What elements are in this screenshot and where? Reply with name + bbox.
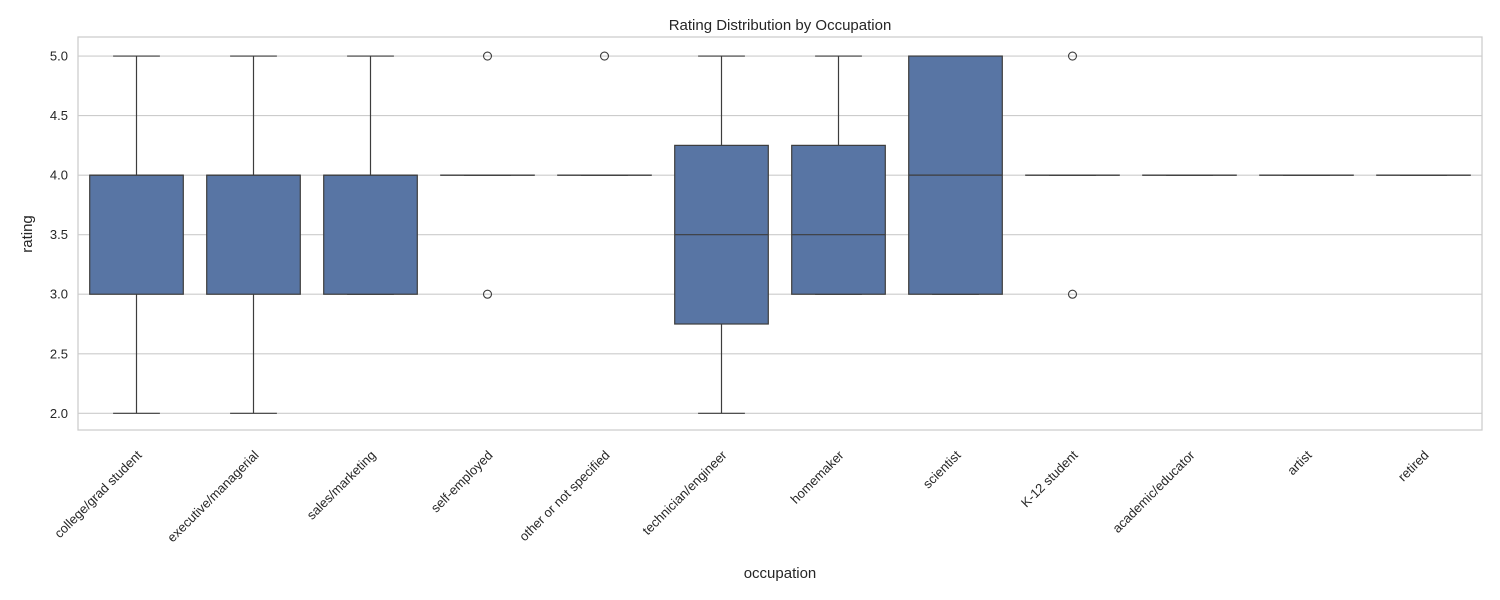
outlier-point bbox=[1067, 51, 1078, 61]
y-tick-label: 3.0 bbox=[50, 287, 68, 302]
box-group bbox=[323, 55, 418, 295]
y-tick-label: 5.0 bbox=[50, 49, 68, 64]
x-tick-label: homemaker bbox=[787, 447, 847, 507]
iqr-box bbox=[89, 174, 184, 295]
outlier-point bbox=[1067, 289, 1078, 299]
x-tick-label: executive/managerial bbox=[164, 447, 262, 545]
y-tick-label: 2.0 bbox=[50, 406, 68, 421]
y-tick-label: 3.5 bbox=[50, 227, 68, 242]
x-tick-label: academic/educator bbox=[1109, 447, 1198, 536]
y-tick-label: 2.5 bbox=[50, 346, 68, 361]
outlier-point bbox=[482, 51, 493, 61]
x-tick-label: artist bbox=[1284, 447, 1315, 478]
box-group bbox=[1025, 51, 1120, 299]
x-tick-label: retired bbox=[1395, 448, 1432, 485]
box-group bbox=[908, 55, 1003, 295]
outlier-point bbox=[599, 51, 610, 61]
x-axis-ticks: college/grad student executive/managerial… bbox=[51, 447, 1431, 545]
y-tick-label: 4.5 bbox=[50, 108, 68, 123]
iqr-box bbox=[206, 174, 301, 295]
iqr-box bbox=[323, 174, 418, 295]
x-tick-label: sales/marketing bbox=[304, 448, 379, 523]
box-group bbox=[440, 51, 535, 299]
box-group bbox=[89, 55, 184, 414]
iqr-box bbox=[791, 144, 886, 295]
outlier-point bbox=[482, 289, 493, 299]
box-group bbox=[206, 55, 301, 414]
grid-lines bbox=[78, 55, 1482, 414]
box-group bbox=[674, 55, 769, 414]
x-tick-label: self-employed bbox=[428, 448, 496, 516]
x-tick-label: scientist bbox=[920, 447, 964, 491]
y-tick-label: 4.0 bbox=[50, 168, 68, 183]
x-tick-label: technician/engineer bbox=[639, 447, 730, 538]
box-group bbox=[557, 51, 652, 176]
x-tick-label: K-12 student bbox=[1018, 447, 1081, 510]
chart-title: Rating Distribution by Occupation bbox=[669, 17, 892, 34]
y-axis-ticks: 2.0 2.5 3.0 3.5 4.0 4.5 5.0 bbox=[50, 49, 68, 421]
box-group bbox=[791, 55, 886, 295]
x-axis-title: occupation bbox=[744, 565, 817, 582]
plot-area-frame bbox=[77, 36, 1483, 431]
box-series bbox=[89, 51, 1471, 414]
x-tick-label: other or not specified bbox=[516, 448, 612, 544]
x-tick-label: college/grad student bbox=[51, 447, 145, 541]
y-axis-title: rating bbox=[19, 215, 36, 253]
